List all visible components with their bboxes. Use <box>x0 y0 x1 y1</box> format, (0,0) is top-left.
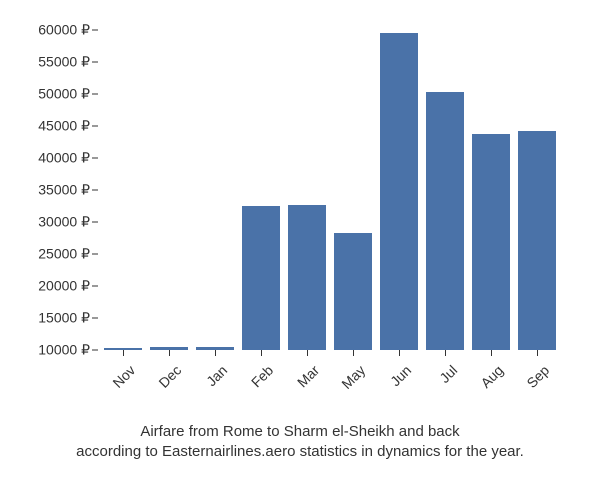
bar <box>518 131 556 350</box>
x-tick-label: Jun <box>379 362 414 397</box>
y-tick-label: 55000 ₽ <box>20 54 90 71</box>
x-tick-label: May <box>333 362 368 397</box>
x-tick-label: Jul <box>425 362 460 397</box>
x-tick-mark <box>445 350 446 356</box>
caption-line-2: according to Easternairlines.aero statis… <box>76 443 524 460</box>
x-tick-label: Aug <box>471 362 506 397</box>
x-tick-mark <box>307 350 308 356</box>
bar <box>426 92 464 350</box>
y-tick-label: 45000 ₽ <box>20 118 90 135</box>
y-tick-label: 35000 ₽ <box>20 182 90 199</box>
x-tick-mark <box>215 350 216 356</box>
x-tick-label: Jan <box>195 362 230 397</box>
y-tick-mark <box>92 94 98 95</box>
y-tick-label: 10000 ₽ <box>20 342 90 359</box>
airfare-bar-chart: 10000 ₽ 15000 ₽ 20000 ₽ 25000 ₽ 30000 ₽ 35000… <box>20 20 580 400</box>
y-tick-label: 30000 ₽ <box>20 214 90 231</box>
y-tick-label: 50000 ₽ <box>20 86 90 103</box>
x-tick-label: Feb <box>241 362 276 397</box>
y-tick-label: 15000 ₽ <box>20 310 90 327</box>
y-tick-mark <box>92 190 98 191</box>
x-axis: Nov Dec Jan Feb Mar May Jun Jul Aug Sep <box>100 350 560 410</box>
plot-area <box>100 30 560 350</box>
x-tick-label: Nov <box>103 362 138 397</box>
x-tick-mark <box>399 350 400 356</box>
bar <box>334 233 372 350</box>
x-tick-mark <box>537 350 538 356</box>
y-tick-mark <box>92 318 98 319</box>
y-axis: 10000 ₽15000 ₽20000 ₽25000 ₽30000 ₽35000… <box>20 30 98 350</box>
x-tick-mark <box>169 350 170 356</box>
x-tick-label: Dec <box>149 362 184 397</box>
y-tick-mark <box>92 254 98 255</box>
y-tick-mark <box>92 126 98 127</box>
x-tick-label: Mar <box>287 362 322 397</box>
y-tick-mark <box>92 158 98 159</box>
y-tick-mark <box>92 286 98 287</box>
x-tick-label: Sep <box>517 362 552 397</box>
x-tick-mark <box>261 350 262 356</box>
y-tick-mark <box>92 222 98 223</box>
y-tick-label: 60000 ₽ <box>20 22 90 39</box>
bar <box>380 33 418 350</box>
bar <box>242 206 280 350</box>
y-tick-label: 40000 ₽ <box>20 150 90 167</box>
chart-caption: Airfare from Rome to Sharm el-Sheikh and… <box>0 422 600 463</box>
y-tick-mark <box>92 62 98 63</box>
x-tick-mark <box>123 350 124 356</box>
y-tick-mark <box>92 30 98 31</box>
bar <box>288 205 326 350</box>
caption-line-1: Airfare from Rome to Sharm el-Sheikh and… <box>140 423 459 440</box>
y-tick-label: 20000 ₽ <box>20 278 90 295</box>
x-tick-mark <box>353 350 354 356</box>
bar <box>472 134 510 350</box>
x-tick-mark <box>491 350 492 356</box>
y-tick-mark <box>92 350 98 351</box>
y-tick-label: 25000 ₽ <box>20 246 90 263</box>
